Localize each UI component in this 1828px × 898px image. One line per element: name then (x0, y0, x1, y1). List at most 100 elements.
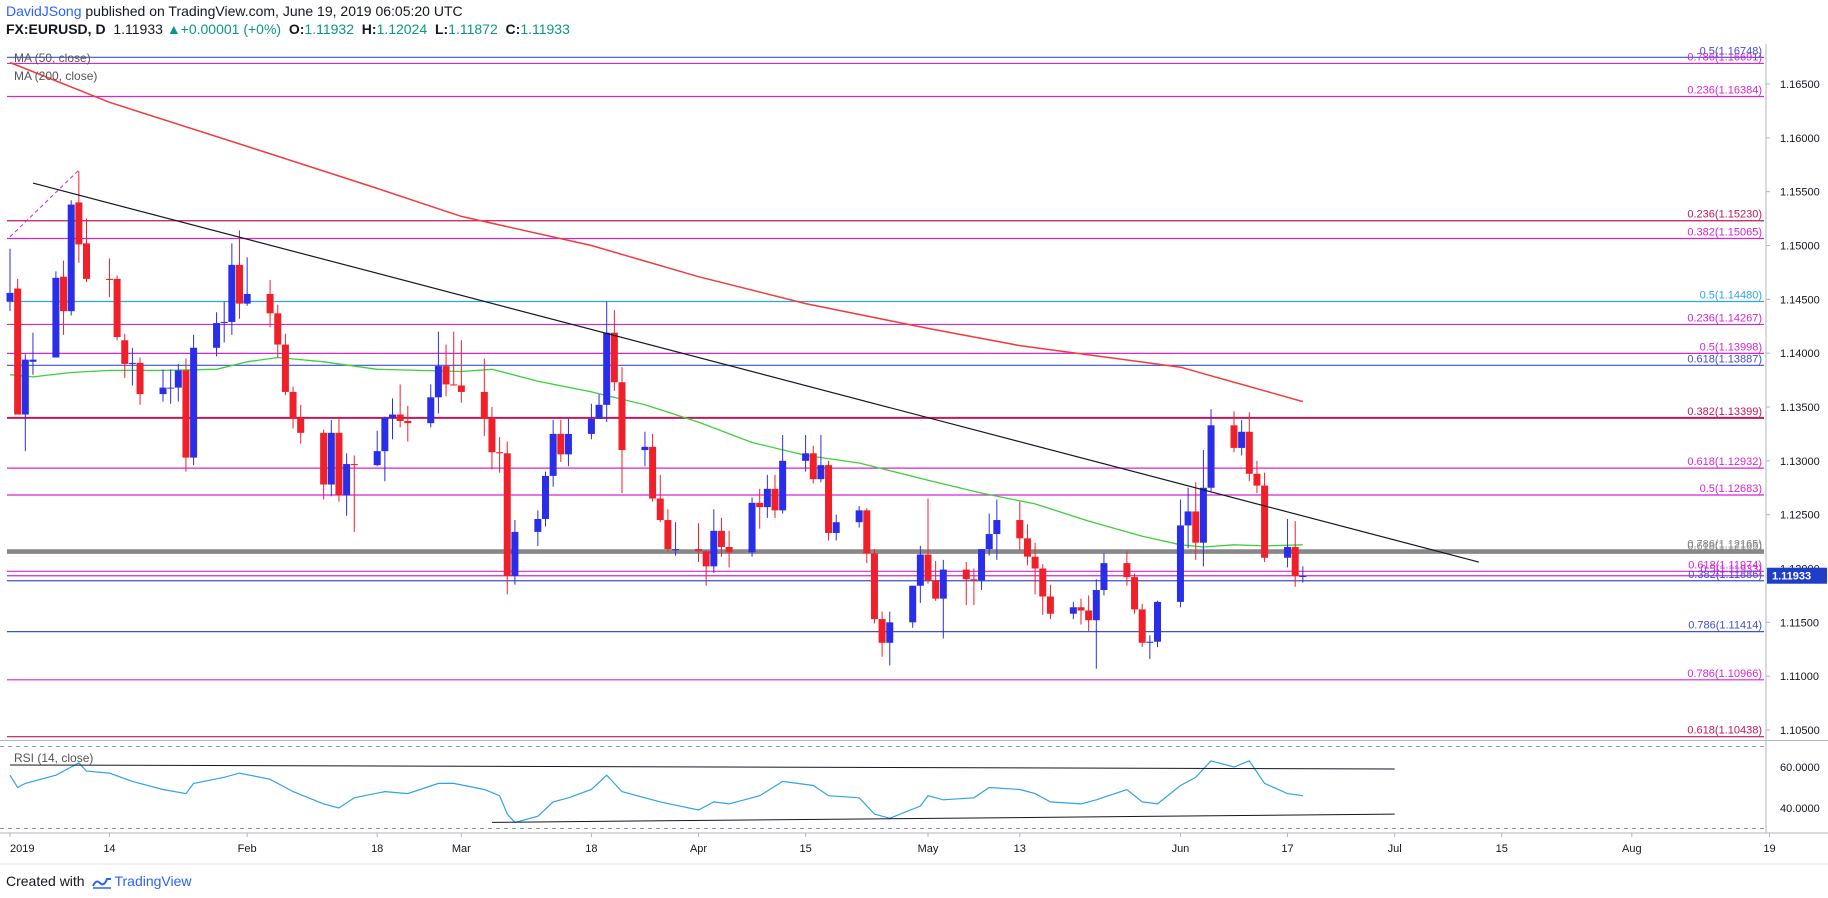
candle-body (756, 502, 764, 508)
ma50-legend[interactable]: MA (50, close) (14, 51, 91, 65)
moving-averages (9, 61, 1304, 548)
candle-body (396, 414, 404, 421)
candle-body (404, 420, 412, 424)
change-value: +0.00001 (+0%) (180, 21, 282, 37)
open-label: O: (288, 21, 305, 37)
author-link[interactable]: DavidJSong (6, 3, 82, 19)
candle-body (136, 362, 144, 395)
time-tick-label: Jun (1172, 843, 1190, 855)
price-axis: 1.16500 1.16000 1.15500 1.15000 1.14500 1.140… (1766, 79, 1827, 737)
candle-body (978, 549, 986, 581)
candle-body (1039, 568, 1047, 597)
candle-body (511, 531, 519, 577)
candle-body (83, 243, 90, 279)
chart-frame (0, 44, 1828, 865)
candle-body (480, 391, 488, 419)
time-tick-label: 18 (585, 843, 597, 855)
price-tick-label: 1.10500 (1780, 725, 1820, 737)
candle-body (618, 382, 626, 451)
current-price-badge (1767, 567, 1827, 584)
fib-level-label: 0.5(1.14480) (1700, 289, 1762, 301)
time-tick-label: 2019 (10, 843, 34, 855)
tradingview-brand-link[interactable]: TradingView (114, 873, 192, 889)
candle-body (389, 414, 396, 418)
candle-body (60, 276, 68, 312)
fib-level-label: 0.786(1.11414) (1688, 620, 1762, 632)
candle-body (335, 432, 343, 496)
ma200-line (9, 61, 1304, 403)
candle-body (1261, 485, 1269, 558)
candle-body (320, 432, 328, 485)
footer: Created with TradingView (6, 873, 192, 892)
candle-body (817, 465, 825, 480)
candle-body (1245, 431, 1253, 474)
candle-body (1207, 425, 1215, 488)
candle-body (886, 622, 894, 643)
rsi-line (9, 760, 1303, 824)
fib-level-label: 0.382(1.15065) (1687, 227, 1762, 239)
fib-level-label: 0.618(1.13887) (1687, 353, 1762, 365)
candle-body (702, 551, 710, 567)
candle-body (1023, 538, 1031, 557)
candle-body (1238, 431, 1246, 448)
candle-body (916, 554, 924, 586)
symbol-label[interactable]: FX:EURUSD, D (6, 21, 106, 37)
price-tick-label: 1.12500 (1780, 510, 1820, 522)
open-value: 1.11932 (304, 21, 354, 37)
candle-body (496, 452, 504, 454)
candle-body (236, 264, 243, 304)
last-price: 1.11933 (113, 21, 163, 37)
candle-body (6, 292, 14, 302)
candle-body (587, 418, 595, 434)
time-tick-label: Feb (238, 843, 257, 855)
time-axis: 2019 14 Feb 18 Mar 18 Apr 15 May 13 Jun 17 Jul 15 Aug 1… (9, 833, 1776, 855)
candle-body (1253, 473, 1261, 486)
close-label: C: (505, 21, 521, 37)
low-value: 1.11872 (448, 21, 498, 37)
candle-body (373, 451, 381, 466)
candle-body (641, 446, 649, 451)
close-value: 1.11933 (520, 21, 570, 37)
candle-body (427, 397, 435, 424)
candle-body (802, 453, 810, 461)
candle-body (174, 370, 182, 388)
candle-body (1077, 607, 1085, 611)
fib-level-label: 0.5(1.16748) (1700, 45, 1762, 57)
candle-body (1031, 556, 1039, 569)
fib-level-label: 0.786(1.10966) (1687, 668, 1762, 680)
candle-body (128, 362, 136, 364)
fib-anchor-line (9, 169, 80, 238)
candle-body (748, 502, 756, 553)
rsi-panel: 60.0000 40.0000 (0, 746, 1820, 829)
candle-body (771, 488, 779, 511)
fib-level-label: 0.5(1.13998) (1700, 341, 1762, 353)
rsi-resistance-line (9, 764, 1395, 770)
fib-level-label: 0.236(1.15230) (1687, 209, 1762, 221)
price-tick-label: 1.11000 (1780, 671, 1819, 683)
candle-body (1069, 607, 1077, 614)
symbol-info: FX:EURUSD, D 1.11933 ▲+0.00001 (+0%) O:1… (6, 21, 570, 37)
candle-body (962, 569, 970, 580)
rsi-support-line (491, 813, 1395, 823)
created-with-text: Created with (6, 873, 85, 889)
candle-body (113, 278, 121, 338)
rsi-legend[interactable]: RSI (14, close) (14, 751, 93, 765)
fib-level-label: 0.236(1.14267) (1687, 312, 1762, 324)
price-chart[interactable]: 0.5(1.16748)0.786(1.16691) 0.236(1.16384)… (0, 0, 1828, 870)
ma200-legend[interactable]: MA (200, close) (14, 69, 97, 83)
price-tick-label: 1.14500 (1780, 294, 1820, 306)
time-tick-label: 13 (1014, 843, 1026, 855)
candle-body (190, 347, 198, 458)
candle-body (182, 370, 190, 458)
candle-body (1230, 425, 1238, 448)
candle-body (297, 417, 305, 433)
high-value: 1.12024 (376, 21, 428, 37)
candle-body (932, 580, 940, 599)
candle-body (243, 293, 251, 304)
candle-body (649, 446, 657, 499)
candle-body (159, 387, 167, 395)
candle-body (167, 387, 175, 389)
candle-body (1100, 563, 1108, 591)
candle-body (1085, 610, 1093, 621)
price-tick-label: 1.13000 (1780, 456, 1820, 468)
